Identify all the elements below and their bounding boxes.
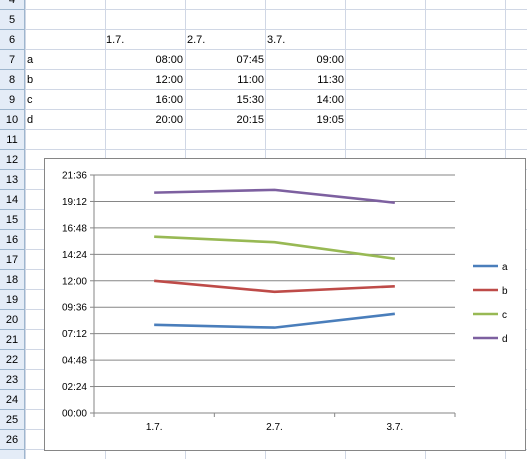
- cell-a-2[interactable]: 07:45: [236, 54, 264, 66]
- series-line-b[interactable]: [154, 279, 395, 294]
- row-number-10[interactable]: 10: [0, 110, 24, 130]
- y-tick-label: 21:36: [62, 171, 87, 182]
- series-line-c[interactable]: [154, 235, 396, 261]
- legend-label-c: c: [502, 310, 507, 321]
- row-number-21[interactable]: 21: [0, 330, 24, 350]
- y-tick-label: 19:12: [62, 197, 87, 208]
- row-number-6[interactable]: 6: [0, 30, 24, 50]
- row-number-14[interactable]: 14: [0, 190, 24, 210]
- cell-b-2[interactable]: 11:00: [237, 74, 264, 86]
- cell-b-3[interactable]: 11:30: [317, 74, 344, 86]
- row-number-24[interactable]: 24: [0, 390, 24, 410]
- row-number-12[interactable]: 12: [0, 150, 24, 170]
- cell-c-1[interactable]: 16:00: [155, 94, 183, 106]
- row-number-4[interactable]: 4: [0, 0, 24, 10]
- row-number-13[interactable]: 13: [0, 170, 24, 190]
- header-cell-1[interactable]: 1.7.: [106, 34, 125, 46]
- row-number-11[interactable]: 11: [0, 130, 24, 150]
- row-number-20[interactable]: 20: [0, 310, 24, 330]
- y-tick-label: 14:24: [62, 250, 87, 261]
- y-tick-label: 04:48: [62, 356, 87, 367]
- y-tick-label: 12:00: [62, 276, 87, 287]
- cell-c-2[interactable]: 15:30: [236, 94, 264, 106]
- row-gridline: [25, 149, 527, 150]
- line-chart[interactable]: 00:00 02:24 04:48 07:12 09:36 12:00 14:24 16:48…: [44, 158, 526, 451]
- row-label-c[interactable]: c: [27, 94, 33, 106]
- y-tick-label: 09:36: [62, 303, 87, 314]
- row-label-a[interactable]: a: [27, 54, 34, 66]
- row-number-5[interactable]: 5: [0, 10, 24, 30]
- row-header-column[interactable]: 4 5 6 7 8 9 10 11 12 13 14 15 16 17 18 19 20 21 22 23 24 25 26: [0, 0, 25, 459]
- legend-label-a: a: [502, 262, 508, 273]
- row-number-17[interactable]: 17: [0, 250, 24, 270]
- row-label-b[interactable]: b: [27, 74, 34, 86]
- row-number-19[interactable]: 19: [0, 290, 24, 310]
- cell-d-2[interactable]: 20:15: [236, 114, 264, 126]
- row-label-d[interactable]: d: [27, 114, 34, 126]
- cell-b-1[interactable]: 12:00: [155, 74, 183, 86]
- x-tick-label: 1.7.: [146, 422, 163, 433]
- row-gridline: [25, 129, 527, 130]
- header-cell-2[interactable]: 2.7.: [187, 34, 206, 46]
- cell-a-3[interactable]: 09:00: [316, 54, 344, 66]
- row-gridline: [25, 49, 527, 50]
- row-number-23[interactable]: 23: [0, 370, 24, 390]
- series-line-a[interactable]: [154, 312, 395, 329]
- row-gridline: [25, 109, 527, 110]
- legend-label-b: b: [502, 286, 508, 297]
- row-number-7[interactable]: 7: [0, 50, 24, 70]
- y-tick-label: 16:48: [62, 223, 87, 234]
- row-number-9[interactable]: 9: [0, 90, 24, 110]
- chart-svg: 00:00 02:24 04:48 07:12 09:36 12:00 14:24 16:48…: [62, 171, 508, 434]
- row-number-16[interactable]: 16: [0, 230, 24, 250]
- header-cell-3[interactable]: 3.7.: [267, 34, 286, 46]
- row-number-15[interactable]: 15: [0, 210, 24, 230]
- cell-c-3[interactable]: 14:00: [316, 94, 344, 106]
- cell-a-1[interactable]: 08:00: [155, 54, 183, 66]
- y-tick-label: 02:24: [62, 382, 87, 393]
- row-gridline: [25, 69, 527, 70]
- cell-d-3[interactable]: 19:05: [316, 114, 344, 126]
- y-tick-label: 00:00: [62, 409, 87, 420]
- row-gridline: [25, 29, 527, 30]
- row-gridline: [25, 9, 527, 10]
- x-tick-label: 2.7.: [266, 422, 283, 433]
- x-tick-label: 3.7.: [386, 422, 403, 433]
- y-tick-label: 07:12: [62, 329, 87, 340]
- row-number-18[interactable]: 18: [0, 270, 24, 290]
- row-gridline: [25, 89, 527, 90]
- row-number-26[interactable]: 26: [0, 430, 24, 450]
- series-line-d[interactable]: [154, 188, 395, 205]
- cell-d-1[interactable]: 20:00: [155, 114, 183, 126]
- legend-label-d: d: [502, 334, 508, 345]
- row-number-8[interactable]: 8: [0, 70, 24, 90]
- row-number-25[interactable]: 25: [0, 410, 24, 430]
- row-number-22[interactable]: 22: [0, 350, 24, 370]
